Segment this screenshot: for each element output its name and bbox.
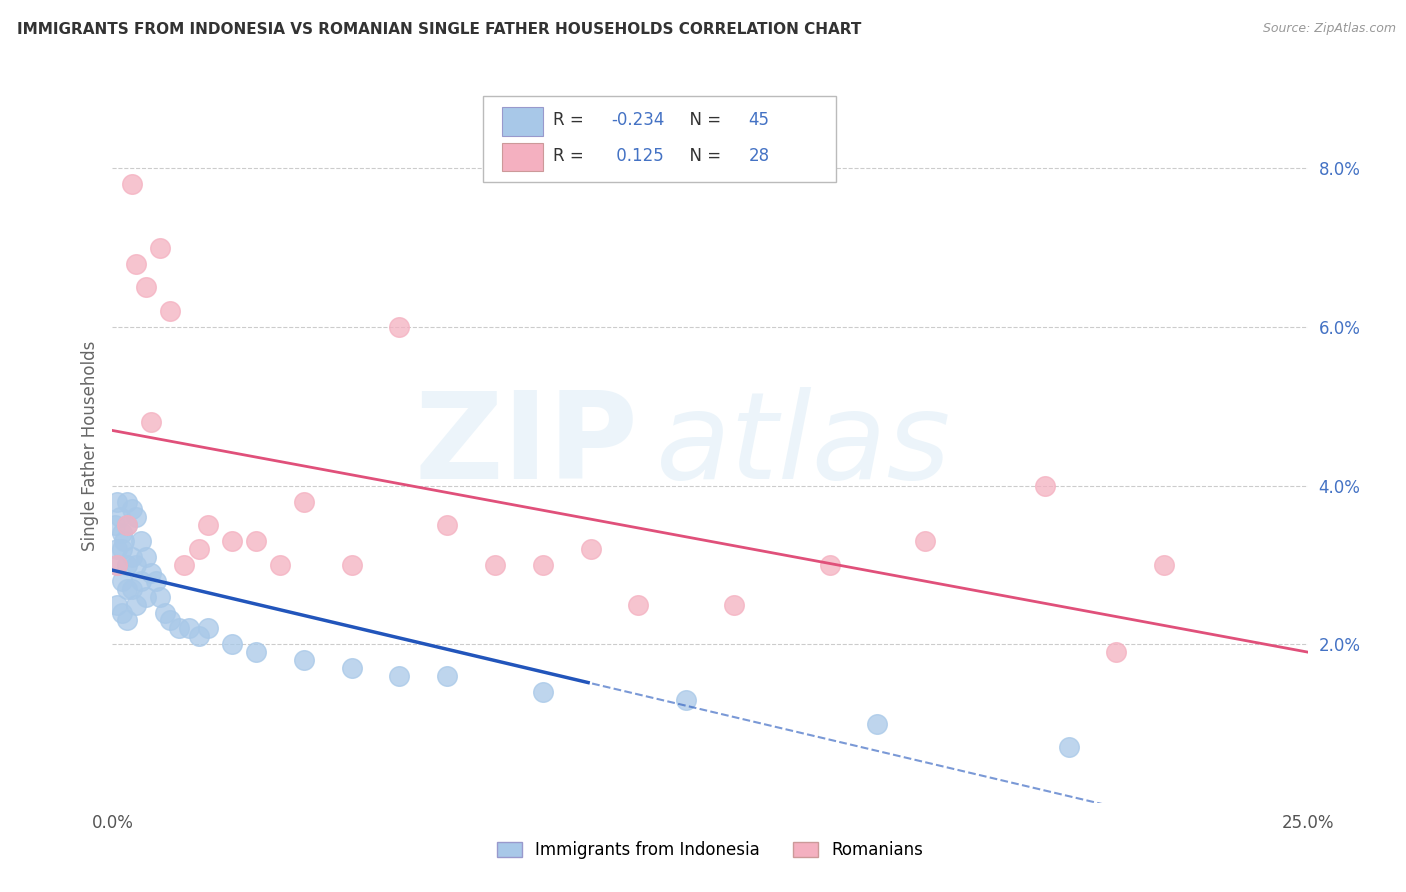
Point [121,549,143,564]
Point [121,502,143,516]
Point [914,534,936,549]
Point [139,415,162,429]
Point [866,716,889,731]
Point [579,542,602,557]
Point [145,574,167,588]
Point [292,494,315,508]
Point [197,621,219,635]
Point [436,518,458,533]
Text: atlas: atlas [657,387,952,505]
Point [115,518,138,533]
FancyBboxPatch shape [484,96,835,182]
Point [675,692,697,706]
Point [187,542,209,557]
Point [1033,478,1056,492]
Point [105,598,128,612]
Point [269,558,291,572]
Point [153,606,176,620]
Point [436,669,458,683]
Point [177,621,200,635]
Point [627,598,650,612]
Point [115,558,138,572]
FancyBboxPatch shape [502,107,543,136]
Point [340,661,363,675]
Point [125,558,148,572]
Point [125,598,148,612]
Point [340,558,363,572]
Point [818,558,841,572]
Point [388,320,411,334]
Point [149,590,172,604]
Point [129,574,152,588]
Point [105,558,128,572]
Point [197,518,219,533]
Text: 28: 28 [748,147,769,165]
Y-axis label: Single Father Households: Single Father Households [80,341,98,551]
Point [245,534,267,549]
Point [135,280,157,294]
Point [115,518,138,533]
Point [159,614,181,628]
Point [105,558,128,572]
Point [105,542,128,557]
Point [135,590,157,604]
Point [292,653,315,667]
Point [221,534,243,549]
Point [1057,740,1080,755]
Point [169,621,191,635]
Point [221,637,243,651]
Point [125,257,148,271]
Point [159,304,181,318]
Point [115,494,138,508]
Text: ZIP: ZIP [415,387,638,505]
Point [121,178,143,192]
Point [723,598,745,612]
Point [1153,558,1175,572]
Point [104,518,127,533]
Point [108,510,131,524]
Text: 45: 45 [748,112,769,129]
Point [1105,645,1128,659]
Point [139,566,162,580]
Point [111,574,134,588]
Point [115,614,138,628]
Text: N =: N = [679,112,727,129]
Point [111,542,134,557]
Text: N =: N = [679,147,727,165]
Legend: Immigrants from Indonesia, Romanians: Immigrants from Indonesia, Romanians [491,835,929,866]
Point [173,558,195,572]
Point [125,510,148,524]
Point [187,629,209,643]
Text: R =: R = [554,147,589,165]
Text: Source: ZipAtlas.com: Source: ZipAtlas.com [1263,22,1396,36]
Point [105,494,128,508]
Point [484,558,506,572]
Point [531,558,554,572]
Text: R =: R = [554,112,589,129]
Point [111,526,134,541]
Point [531,685,554,699]
Point [111,606,134,620]
Point [149,241,172,255]
Text: 0.125: 0.125 [610,147,664,165]
Point [114,534,135,549]
Point [135,549,157,564]
Point [121,582,143,596]
Point [115,582,138,596]
Point [388,669,411,683]
Point [245,645,267,659]
Text: -0.234: -0.234 [610,112,664,129]
FancyBboxPatch shape [502,143,543,171]
Point [129,534,152,549]
Text: IMMIGRANTS FROM INDONESIA VS ROMANIAN SINGLE FATHER HOUSEHOLDS CORRELATION CHART: IMMIGRANTS FROM INDONESIA VS ROMANIAN SI… [17,22,862,37]
